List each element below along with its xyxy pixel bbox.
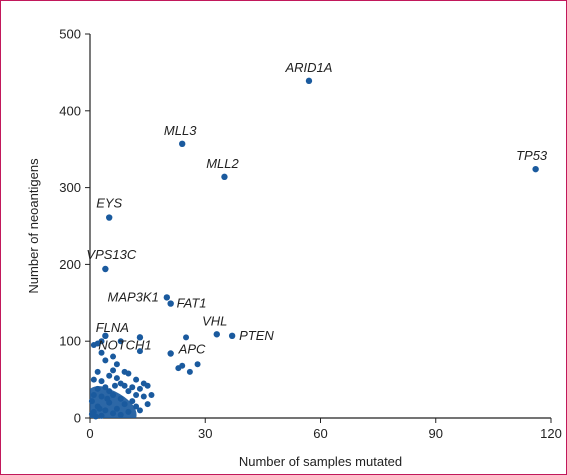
data-point: [125, 408, 132, 415]
y-tick-label: 300: [59, 180, 81, 195]
x-tick-label: 30: [198, 426, 212, 441]
data-point: [110, 353, 117, 360]
data-point: [140, 393, 147, 400]
data-point: [102, 357, 109, 364]
point-label-apc: APC: [178, 341, 206, 356]
labeled-data-point: [102, 332, 109, 340]
x-tick-label: 120: [540, 426, 562, 441]
data-point: [117, 411, 124, 418]
x-tick-label: 0: [86, 426, 93, 441]
data-point: [94, 368, 101, 375]
data-point: [117, 395, 124, 402]
axes: 0 30 60 90 120 0 100 200 300 400 500: [59, 27, 562, 442]
y-tick-label: 0: [74, 411, 81, 426]
data-point: [144, 382, 151, 389]
data-point: [133, 376, 140, 383]
data-point: [102, 384, 109, 391]
data-point: [148, 391, 155, 398]
y-tick-label: 200: [59, 257, 81, 272]
point-label-tp53: TP53: [516, 148, 548, 163]
labeled-data-point: [102, 265, 109, 273]
y-tick-label: 100: [59, 334, 81, 349]
point-labels: ARID1A TP53 MLL3 MLL2 EYS VPS13C MAP3K1 FAT1 VHL…: [86, 60, 548, 357]
point-label-arid1a: ARID1A: [284, 60, 332, 75]
data-point: [133, 403, 140, 410]
data-point: [136, 385, 143, 392]
data-point: [92, 413, 99, 420]
data-point: [113, 405, 120, 412]
data-point: [179, 362, 186, 369]
data-point: [125, 370, 132, 377]
data-point: [94, 385, 101, 392]
data-point: [90, 391, 97, 398]
data-point: [136, 407, 143, 414]
data-point: [110, 367, 117, 374]
data-point: [98, 349, 105, 356]
data-point: [183, 334, 190, 341]
data-points: [88, 77, 539, 420]
data-point: [113, 361, 120, 368]
labeled-data-point: [136, 334, 144, 341]
x-tick-label: 60: [313, 426, 327, 441]
labeled-data-point: [228, 332, 236, 340]
data-point: [144, 401, 151, 408]
data-point: [129, 384, 136, 391]
labeled-data-point: [167, 350, 174, 357]
point-label-map3k1: MAP3K1: [108, 289, 159, 304]
data-point: [136, 348, 143, 355]
data-point: [194, 361, 201, 368]
data-point: [102, 407, 109, 414]
point-label-eys: EYS: [96, 196, 122, 211]
data-point: [111, 382, 118, 389]
data-point: [88, 398, 95, 405]
point-label-vhl: VHL: [202, 313, 227, 328]
data-point: [186, 368, 193, 375]
labeled-data-point: [221, 173, 228, 181]
y-axis-title: Number of neoantigens: [26, 158, 41, 294]
data-point: [98, 393, 105, 400]
labeled-data-point: [163, 294, 171, 301]
data-point: [106, 388, 113, 395]
data-point: [133, 391, 140, 398]
point-label-vps13c: VPS13C: [86, 247, 136, 262]
x-axis-title: Number of samples mutated: [239, 454, 402, 469]
labeled-data-point: [305, 77, 313, 85]
data-point: [113, 375, 120, 382]
labeled-data-point: [167, 300, 174, 307]
point-label-flna: FLNA: [96, 320, 129, 335]
data-point: [90, 376, 97, 383]
labeled-data-point: [532, 165, 539, 173]
data-point: [106, 372, 113, 379]
data-point: [117, 338, 124, 345]
y-tick-label: 400: [59, 103, 81, 118]
data-point: [110, 410, 117, 417]
labeled-data-point: [179, 140, 186, 148]
point-label-mll3: MLL3: [164, 123, 197, 138]
point-label-mll2: MLL2: [206, 156, 239, 171]
data-point: [129, 398, 136, 405]
y-tick-label: 500: [59, 27, 81, 42]
point-label-fat1: FAT1: [177, 296, 207, 311]
data-point: [121, 401, 128, 408]
data-point: [96, 405, 103, 412]
point-label-notch1: NOTCH1: [98, 337, 151, 352]
labeled-data-point: [106, 214, 113, 221]
x-tick-label: 90: [429, 426, 443, 441]
data-point: [98, 338, 105, 345]
data-point: [104, 395, 111, 402]
data-point: [125, 388, 132, 395]
data-point: [98, 412, 105, 419]
labeled-data-point: [213, 331, 220, 338]
data-point: [121, 382, 128, 389]
data-point: [98, 378, 105, 385]
point-label-pten: PTEN: [239, 328, 274, 343]
data-point: [110, 391, 117, 398]
